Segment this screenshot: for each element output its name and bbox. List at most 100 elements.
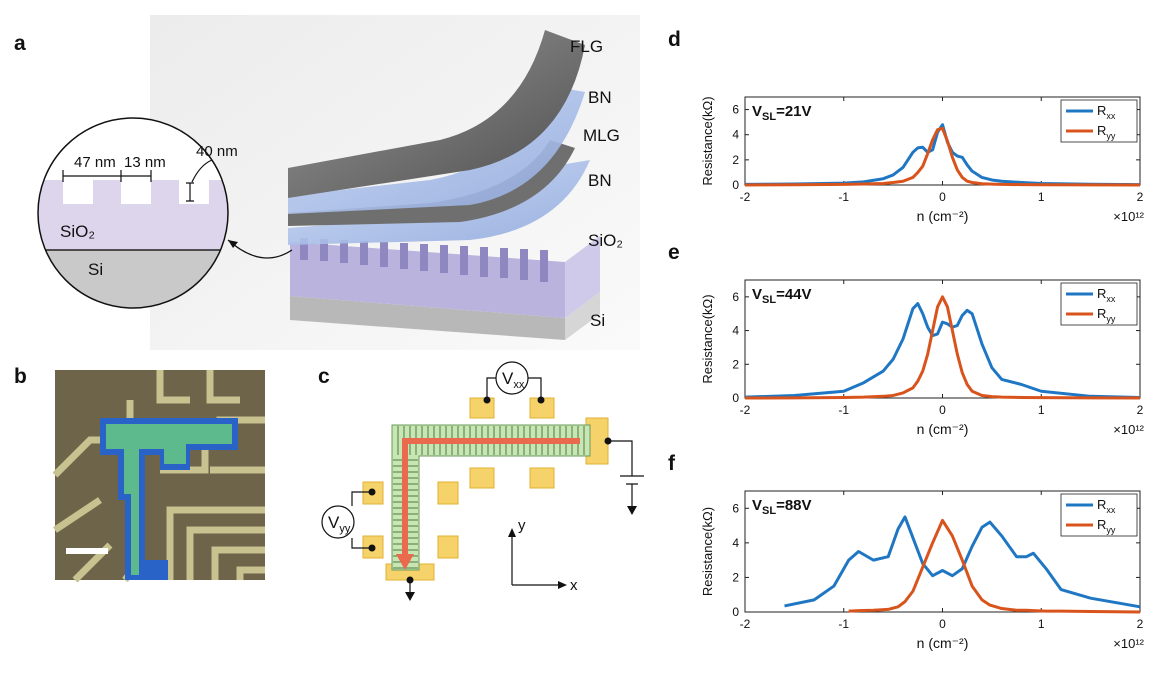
y-tick-label: 6 [732,103,739,117]
layer-label: SiO₂ [588,231,623,250]
panel-label: e [668,241,680,264]
path-shape [351,491,372,549]
rect-shape [437,535,459,559]
circle-shape [368,488,376,496]
device-stack [288,30,600,340]
hall-bar-schematic [321,361,644,601]
annotation-rest: =21V [776,103,811,120]
legend-name: R [1097,123,1106,138]
polygon-shape [508,528,516,537]
rect-shape [300,238,308,260]
voltage-base: V [502,369,514,388]
y-axis-label: Resistance(kΩ) [700,507,715,596]
polygon-shape [565,236,600,318]
polygon-shape [558,581,567,589]
x-tick-label: -1 [838,190,849,204]
panel-label: d [668,28,681,51]
path-shape [402,438,580,556]
y-tick-label: 0 [732,178,739,192]
legend-label: Rxx [1097,103,1116,121]
legend-box [1060,493,1138,537]
series-line [784,515,1141,609]
rect-shape [480,247,488,277]
x-multiplier: ×10¹² [1113,636,1144,651]
y-tick-label: 2 [732,357,739,371]
annotation-sub: SL [762,505,776,517]
legend-label: Rxx [1097,497,1116,515]
rect-shape [55,370,265,580]
legend-name: R [1097,517,1106,532]
legend-sub: yy [1106,525,1116,535]
inset-label: Si [88,260,103,279]
legend-name: R [1097,286,1106,301]
inset-label: SiO₂ [60,222,95,241]
x-tick-label: 0 [939,617,946,631]
charts: d 0 2 4 6 -2 -1 0 1 2 n (cm⁻²) ×10¹² Resistance(kΩ) V… [668,28,1145,651]
y-tick-label: 4 [732,128,739,142]
panel-label: f [668,452,676,475]
micrograph [52,370,265,583]
series-line [744,302,1141,399]
y-tick-label: 4 [732,324,739,338]
x-axis-label: n (cm⁻²) [917,421,969,437]
layer-label: BN [588,88,612,107]
x-tick-label: 2 [1137,403,1144,417]
path-shape [186,159,213,202]
legend-label: Ryy [1097,517,1116,535]
circle-shape [495,361,529,395]
inset-label: 40 nm [196,143,238,160]
polygon-shape [290,296,565,340]
rect-shape [420,244,428,271]
axis-label: x [570,577,578,594]
polygon-shape [290,242,565,318]
rect-shape [437,481,459,505]
annotation-sub: SL [762,294,776,306]
rect-shape [500,248,508,278]
series-line [744,123,1141,187]
panel-label: b [14,365,27,388]
rect-shape [529,467,555,489]
rect-shape [400,243,408,269]
legend-sub: yy [1106,131,1116,141]
polygon-shape [228,240,238,248]
circle-shape [483,396,491,404]
voltage-sub: yy [339,523,351,535]
path-shape [511,535,560,586]
x-axis-label: n (cm⁻²) [917,635,969,651]
annotation-base: V [752,497,762,514]
path-shape [62,170,152,182]
path-shape [288,85,585,214]
g-shape [321,361,644,594]
series-line [744,295,1141,400]
voltage-base: V [328,513,340,532]
x-tick-label: 2 [1137,190,1144,204]
circle-shape [321,505,355,539]
polygon-shape [396,554,414,570]
annotation-sub: SL [762,111,776,123]
g-shape [300,238,548,282]
x-tick-label: 1 [1038,617,1045,631]
legend-name: R [1097,306,1106,321]
x-tick-label: -1 [838,403,849,417]
series-line [744,126,1141,187]
legend-sub: xx [1106,111,1116,121]
y-tick-label: 0 [732,391,739,405]
path-shape [288,30,585,198]
annotation-base: V [752,286,762,303]
x-tick-label: -2 [740,617,751,631]
x-tick-label: 1 [1038,403,1045,417]
rect-shape [440,245,448,273]
annotation: VSL=88V [752,497,812,517]
y-tick-label: 2 [732,153,739,167]
rect-shape [469,397,495,419]
voltage-label: Vyy [328,513,351,535]
circle-shape [604,437,612,445]
x-multiplier: ×10¹² [1113,209,1144,224]
g-shape [368,396,637,601]
annotation-base: V [752,103,762,120]
x-tick-label: -1 [838,617,849,631]
circle-shape [368,544,376,552]
legend-label: Ryy [1097,123,1116,141]
polygon-shape [405,592,415,601]
